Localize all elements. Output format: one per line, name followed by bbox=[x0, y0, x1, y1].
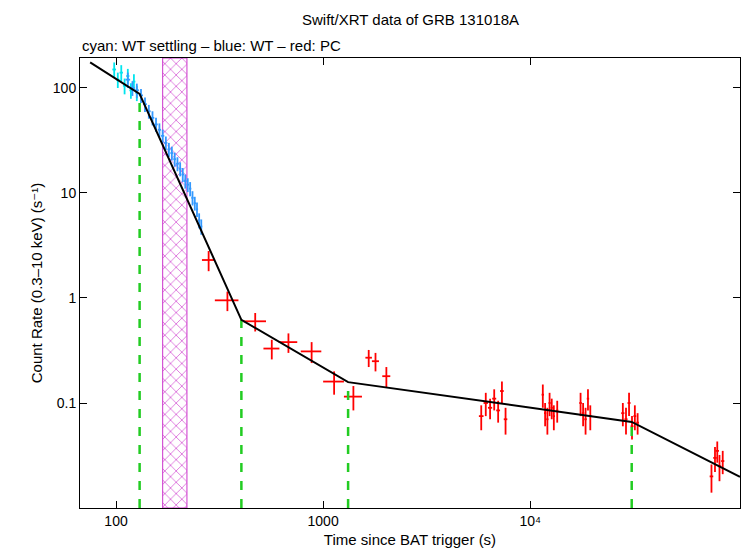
svg-text:cyan: WT settling – blue: WT –: cyan: WT settling – blue: WT – red: PC bbox=[82, 37, 341, 54]
svg-text:100: 100 bbox=[53, 80, 77, 96]
svg-text:0.1: 0.1 bbox=[57, 395, 77, 411]
svg-text:10⁴: 10⁴ bbox=[519, 513, 541, 529]
svg-text:10: 10 bbox=[61, 185, 77, 201]
svg-text:Time since BAT trigger (s): Time since BAT trigger (s) bbox=[324, 531, 496, 548]
svg-text:1000: 1000 bbox=[308, 513, 339, 529]
svg-text:100: 100 bbox=[104, 513, 128, 529]
svg-text:Swift/XRT data of GRB 131018A: Swift/XRT data of GRB 131018A bbox=[302, 11, 519, 28]
svg-text:Count Rate (0.3–10 keV) (s⁻¹): Count Rate (0.3–10 keV) (s⁻¹) bbox=[28, 183, 45, 384]
svg-text:1: 1 bbox=[68, 290, 76, 306]
